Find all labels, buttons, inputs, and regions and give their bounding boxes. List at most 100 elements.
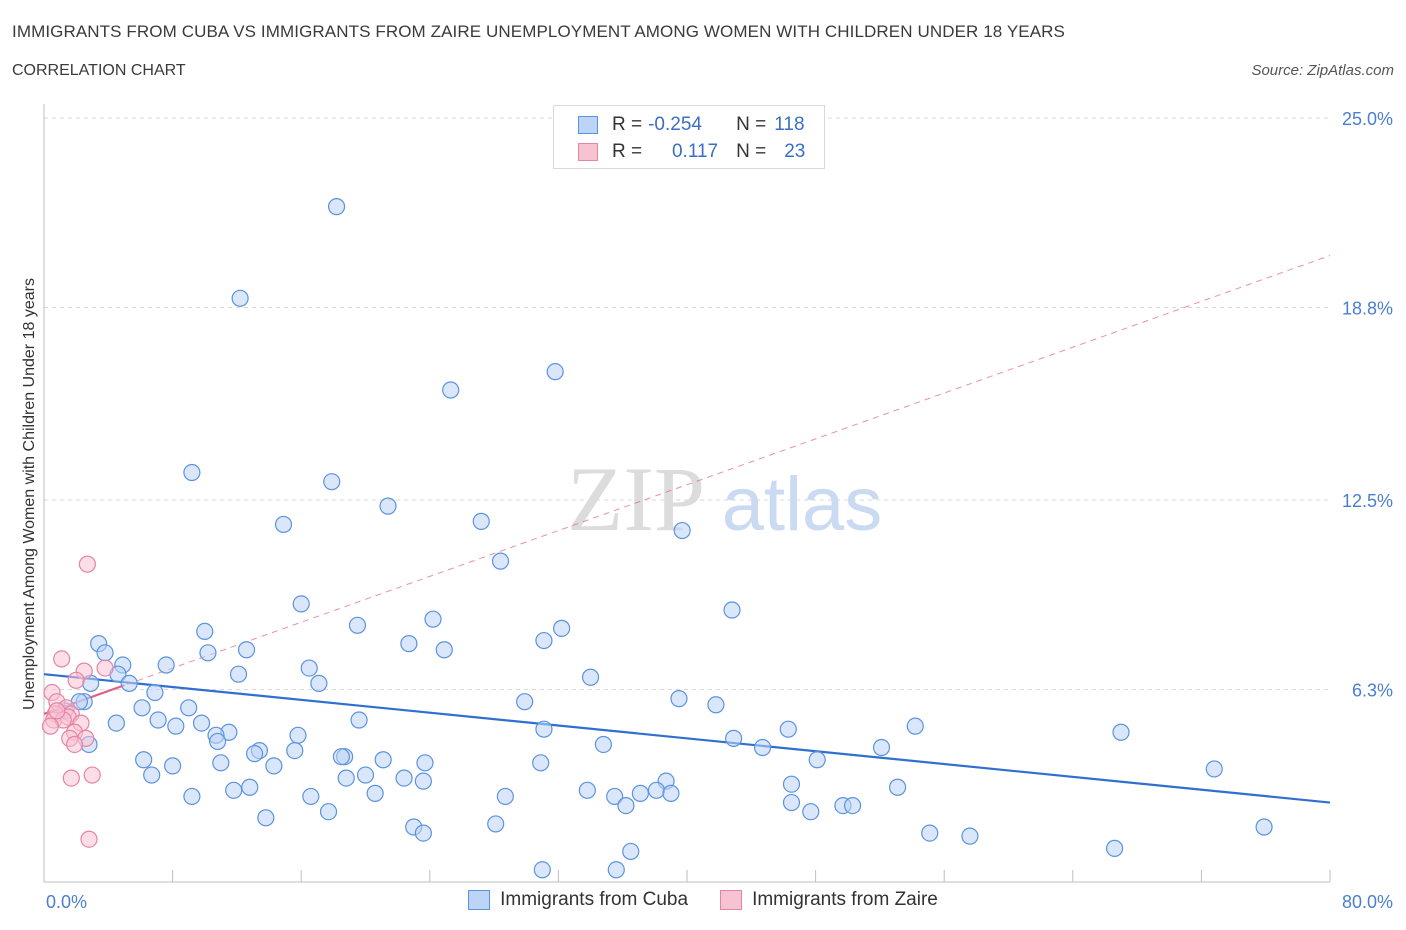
point-cuba-78 (414, 772, 432, 790)
point-zaire-19 (83, 766, 101, 784)
point-cuba-42 (350, 711, 368, 729)
point-cuba-29 (581, 668, 600, 686)
bottom-legend-label-cuba: Immigrants from Cuba (500, 889, 689, 910)
legend-zaire-r-label: R = (612, 141, 643, 162)
point-cuba-61 (286, 741, 304, 760)
point-zaire-2 (96, 659, 114, 677)
axes (43, 104, 1331, 883)
point-cuba-17 (535, 631, 553, 650)
chart-subtitle: CORRELATION CHART (12, 62, 186, 79)
y-tick-label-1: 12.5% (1342, 491, 1393, 511)
point-zaire-1 (53, 650, 71, 668)
point-cuba-107 (622, 842, 640, 861)
point-cuba-76 (337, 769, 355, 787)
point-zaire-14 (41, 717, 60, 735)
point-cuba-58 (753, 738, 772, 757)
point-zaire-4 (67, 671, 85, 689)
point-cuba-87 (631, 784, 649, 802)
point-zaire-0 (78, 555, 97, 573)
point-cuba-62 (245, 745, 264, 763)
y-tick-label-2: 18.8% (1342, 298, 1393, 318)
chart-title: IMMIGRANTS FROM CUBA VS IMMIGRANTS FROM … (12, 22, 1065, 41)
x-tick-labels: 0.0% 80.0% (46, 892, 1393, 912)
point-cuba-22 (199, 644, 217, 662)
point-cuba-14 (348, 616, 367, 634)
point-cuba-94 (782, 793, 801, 812)
point-cuba-82 (888, 778, 907, 796)
bottom-legend-swatch-cuba (468, 890, 491, 910)
legend-zaire-n-label: N = (736, 141, 767, 162)
point-cuba-7 (274, 515, 293, 534)
point-cuba-55 (209, 732, 227, 751)
point-cuba-70 (808, 751, 826, 769)
bottom-legend-swatch-zaire (720, 890, 743, 910)
point-cuba-75 (356, 766, 375, 784)
x-tick-label-1: 80.0% (1342, 892, 1393, 912)
legend-swatch-cuba (578, 116, 598, 134)
point-cuba-108 (533, 861, 551, 879)
point-cuba-66 (135, 751, 153, 769)
point-cuba-68 (212, 754, 230, 772)
point-cuba-32 (310, 674, 328, 692)
point-cuba-9 (673, 521, 691, 540)
bottom-legend-cuba: Immigrants from Cuba (468, 889, 688, 911)
point-cuba-91 (606, 787, 624, 806)
legend: R = -0.254 N = 118 R = 0.117 N = 23 (553, 105, 825, 169)
point-cuba-71 (1205, 760, 1223, 778)
legend-zaire-n-value: 23 (784, 141, 806, 162)
point-cuba-47 (535, 720, 553, 738)
legend-swatch-zaire (578, 143, 598, 161)
point-cuba-92 (183, 787, 201, 806)
point-cuba-45 (192, 714, 211, 732)
point-cuba-98 (802, 803, 820, 821)
y-tick-labels: 6.3% 12.5% 18.8% 25.0% (1342, 109, 1393, 700)
point-cuba-85 (366, 784, 384, 802)
point-cuba-24 (157, 656, 175, 674)
point-cuba-33 (146, 683, 164, 702)
trend-line-zaire-dashed (43, 255, 1331, 715)
point-cuba-104 (921, 824, 939, 842)
point-cuba-46 (167, 717, 185, 735)
point-cuba-18 (400, 635, 418, 653)
point-cuba-102 (414, 824, 432, 842)
point-cuba-83 (578, 781, 596, 799)
y-tick-label-3: 25.0% (1342, 109, 1393, 129)
point-cuba-69 (532, 754, 550, 772)
point-cuba-31 (120, 674, 138, 692)
point-cuba-90 (302, 787, 320, 806)
point-cuba-65 (374, 751, 392, 769)
point-cuba-77 (395, 769, 413, 787)
point-cuba-39 (707, 696, 725, 714)
point-cuba-72 (416, 754, 434, 772)
x-tick-label-0: 0.0% (46, 892, 87, 912)
point-cuba-89 (496, 787, 514, 806)
point-cuba-1 (231, 289, 249, 307)
legend-row-zaire: R = 0.117 N = 23 (578, 141, 805, 163)
point-cuba-93 (617, 796, 635, 815)
point-cuba-80 (782, 775, 801, 793)
legend-cuba-r-label: R = (612, 114, 643, 135)
point-cuba-35 (516, 693, 534, 711)
point-cuba-59 (872, 738, 891, 757)
point-zaire-18 (65, 735, 84, 754)
point-cuba-81 (241, 778, 259, 796)
point-cuba-86 (647, 781, 666, 799)
bottom-legend: Immigrants from Cuba Immigrants from Zai… (0, 889, 1406, 911)
watermark: ZIP atlas (567, 448, 882, 550)
legend-cuba-n-label: N = (736, 114, 767, 135)
legend-cuba-r-value: -0.254 (648, 114, 702, 135)
point-cuba-54 (725, 729, 743, 747)
point-cuba-12 (292, 595, 310, 613)
point-cuba-26 (300, 659, 318, 677)
legend-cuba-n-value: 118 (774, 114, 805, 135)
point-cuba-103 (1255, 818, 1273, 836)
y-axis-label: Unemployment Among Women with Children U… (21, 278, 38, 710)
point-cuba-52 (289, 726, 307, 744)
point-cuba-37 (133, 699, 151, 717)
point-cuba-56 (594, 735, 613, 754)
point-cuba-88 (662, 784, 680, 802)
source-credit: Source: ZipAtlas.com (1251, 62, 1394, 79)
point-cuba-8 (472, 512, 490, 530)
point-zaire-20 (62, 769, 80, 787)
point-cuba-109 (607, 861, 625, 879)
